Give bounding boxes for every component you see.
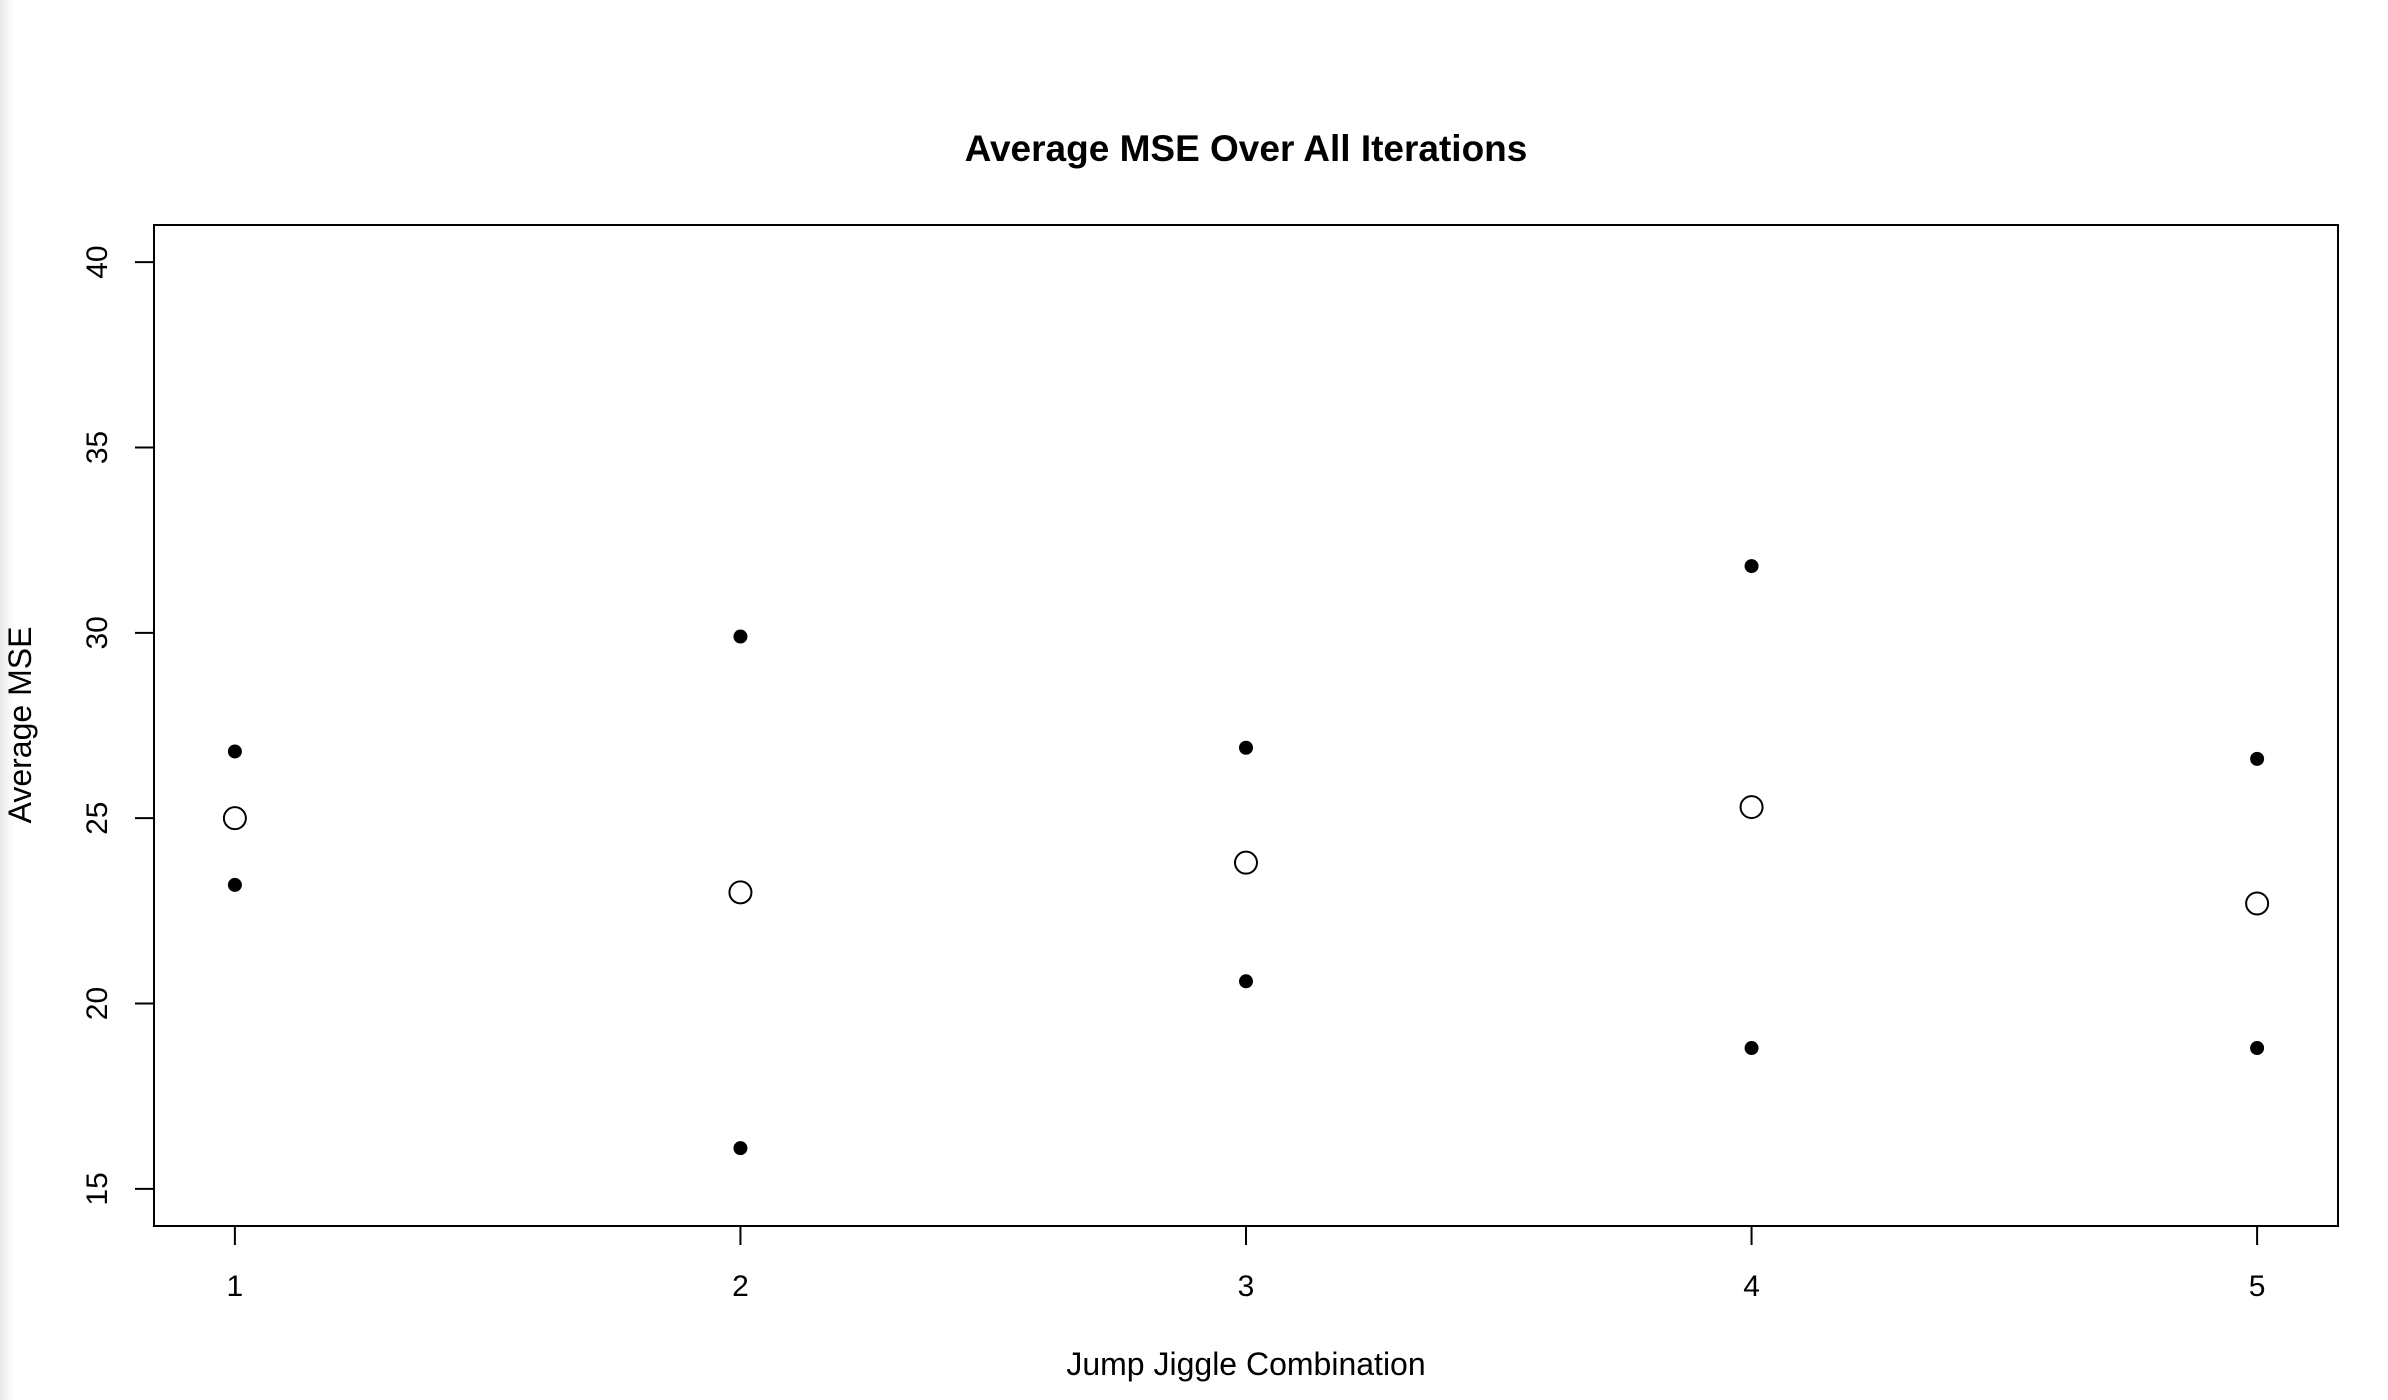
x-tick-label: 3: [1238, 1270, 1255, 1303]
window-edge-shadow: [0, 0, 14, 1400]
plot-area-frame: [153, 224, 2339, 1227]
point-average: [222, 806, 247, 831]
point-average: [1739, 795, 1764, 820]
y-tick-label: 35: [81, 431, 114, 464]
point-upper: [2250, 751, 2265, 766]
point-average: [1234, 850, 1258, 875]
point-lower: [1239, 974, 1253, 989]
point-upper: [1239, 740, 1253, 755]
x-axis-label: Jump Jiggle Combination: [1066, 1346, 1425, 1382]
point-lower: [227, 877, 242, 892]
data-points: [222, 559, 2270, 1156]
point-average: [728, 880, 753, 905]
point-upper: [733, 629, 748, 644]
x-axis: 1 2 3 4 5: [227, 1225, 2266, 1303]
y-tick-label: 20: [81, 987, 114, 1020]
point-upper: [1744, 559, 1759, 574]
y-axis-label: Average MSE: [2, 627, 38, 824]
y-tick-label: 15: [81, 1172, 114, 1205]
y-tick-label: 40: [81, 245, 114, 278]
x-tick-label: 2: [732, 1270, 749, 1303]
x-tick-label: 4: [1743, 1270, 1760, 1303]
point-lower: [1744, 1041, 1759, 1056]
x-tick-label: 1: [227, 1270, 244, 1303]
point-upper: [227, 744, 242, 759]
y-tick-label: 30: [81, 616, 114, 649]
x-tick-label: 5: [2249, 1270, 2266, 1303]
y-axis: 15 20 25 30 35 40: [81, 245, 155, 1206]
chart-title: Average MSE Over All Iterations: [965, 128, 1528, 169]
point-lower: [733, 1141, 748, 1156]
y-tick-label: 25: [81, 801, 114, 834]
point-lower: [2250, 1041, 2265, 1056]
point-average: [2245, 891, 2270, 916]
